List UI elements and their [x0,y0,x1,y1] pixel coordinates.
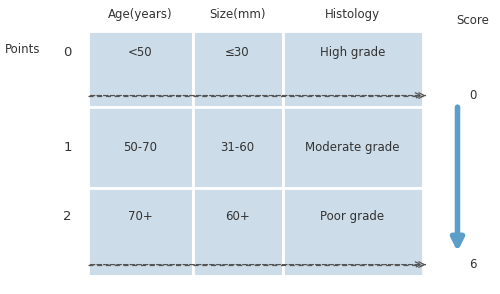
Text: Histology: Histology [325,8,380,21]
Bar [282,107,422,188]
Text: 70+: 70+ [128,210,152,223]
Bar [282,188,422,276]
Text: Size(mm): Size(mm) [209,8,266,21]
Text: 60+: 60+ [225,210,250,223]
Text: High grade: High grade [320,46,385,59]
Bar [192,107,282,188]
Text: Points: Points [5,44,41,56]
Text: Score: Score [456,14,489,27]
Text: 31-60: 31-60 [220,141,254,154]
Text: 1: 1 [63,141,72,154]
Bar [282,31,422,107]
Bar [88,188,192,276]
Bar [88,107,192,188]
Text: <50: <50 [128,46,152,59]
Text: ≤30: ≤30 [225,46,250,59]
Bar [88,31,192,107]
Text: 6: 6 [469,258,476,271]
Text: Poor grade: Poor grade [320,210,384,223]
Bar [192,188,282,276]
Text: 0: 0 [469,89,476,102]
Text: 0: 0 [64,46,72,59]
Text: Age(years): Age(years) [108,8,172,21]
Text: Moderate grade: Moderate grade [305,141,400,154]
Bar [192,31,282,107]
Text: 2: 2 [63,210,72,223]
Text: 50-70: 50-70 [123,141,157,154]
